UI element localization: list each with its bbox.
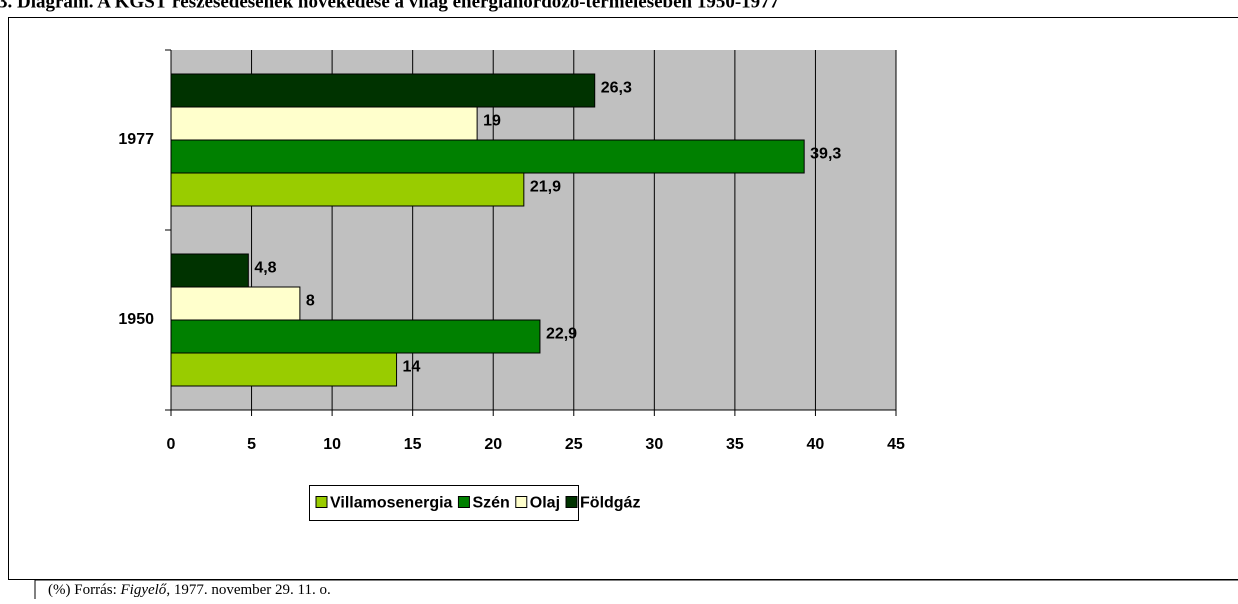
footer-prefix: (%) Forrás: [48, 582, 120, 598]
bar [171, 173, 524, 206]
x-tick-label: 30 [645, 436, 663, 453]
value-label: 19 [483, 113, 501, 130]
x-tick-label: 45 [887, 436, 905, 453]
chart-title: 3. Diagram. A KGST részesedésének növeke… [0, 0, 780, 12]
x-tick-label: 25 [565, 436, 583, 453]
legend-swatch [316, 497, 327, 508]
value-label: 39,3 [810, 146, 841, 163]
value-label: 21,9 [530, 179, 561, 196]
y-tick-label: 1977 [118, 131, 154, 148]
bar [171, 320, 540, 353]
value-label: 8 [306, 293, 315, 310]
value-label: 14 [403, 359, 421, 376]
y-tick-label: 1950 [118, 311, 154, 328]
x-tick-label: 5 [247, 436, 256, 453]
value-label: 26,3 [601, 80, 632, 97]
legend-label: Olaj [530, 495, 560, 512]
x-tick-label: 0 [167, 436, 176, 453]
bar [171, 287, 300, 320]
value-label: 4,8 [254, 260, 276, 277]
legend-swatch [566, 497, 577, 508]
x-tick-label: 40 [807, 436, 825, 453]
x-tick-label: 20 [484, 436, 502, 453]
legend-label: Szén [472, 495, 509, 512]
legend-label: Villamosenergia [330, 495, 453, 512]
legend-label: Földgáz [580, 495, 640, 512]
bar [171, 107, 477, 140]
bar [171, 254, 248, 287]
bar [171, 140, 804, 173]
value-label: 22,9 [546, 326, 577, 343]
bar [171, 353, 397, 386]
x-tick-label: 15 [404, 436, 422, 453]
bar [171, 74, 595, 107]
footer-source: Figyelő [119, 582, 167, 598]
x-tick-label: 35 [726, 436, 744, 453]
legend-swatch [458, 497, 469, 508]
x-tick-label: 10 [323, 436, 341, 453]
footer-suffix: , 1977. november 29. 11. o. [166, 582, 330, 598]
footer: (%) Forrás: Figyelő, 1977. november 29. … [48, 582, 331, 598]
legend-swatch [516, 497, 527, 508]
